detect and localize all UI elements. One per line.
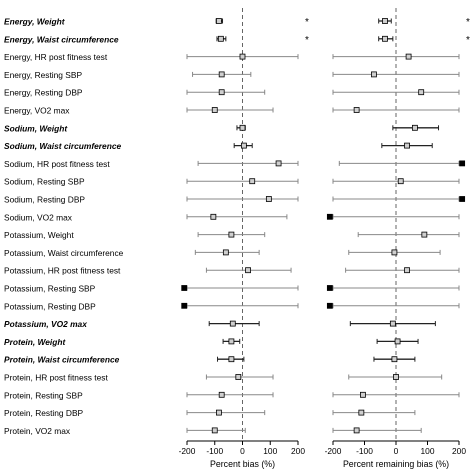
point-estimate-marker: [240, 142, 247, 149]
row-label: Protein, HR post fitness test: [4, 373, 108, 383]
row-label: Protein, Resting SBP: [4, 390, 83, 400]
point-estimate-marker: [265, 196, 272, 202]
point-estimate-marker: [228, 356, 235, 363]
point-estimate-marker: [275, 160, 282, 167]
point-estimate-marker: [459, 160, 466, 167]
point-estimate-marker: [245, 267, 251, 274]
point-estimate-marker: [239, 53, 246, 60]
point-estimate-marker: [405, 53, 412, 60]
row-label: Energy, HR post fitness test: [4, 52, 108, 62]
point-estimate-marker: [394, 338, 401, 345]
point-estimate-marker: [326, 213, 333, 220]
row-label: Energy, Weight: [4, 17, 66, 27]
point-estimate-marker: [382, 35, 388, 42]
point-estimate-marker: [411, 124, 418, 131]
row-label: Potassium, VO2 max: [4, 319, 87, 329]
significance-star: *: [305, 35, 309, 46]
point-estimate-marker: [418, 89, 425, 96]
point-estimate-marker: [326, 285, 333, 291]
row-label: Sodium, Resting DBP: [4, 195, 85, 205]
point-estimate-marker: [391, 249, 398, 256]
x-tick-label: 100: [263, 446, 277, 456]
x-tick-label: -100: [206, 446, 223, 456]
row-label: Energy, Resting DBP: [4, 88, 83, 98]
point-estimate-marker: [459, 196, 466, 202]
row-label: Protein, Waist circumference: [4, 355, 120, 365]
point-estimate-marker: [360, 391, 366, 398]
point-estimate-marker: [239, 124, 246, 131]
row-label: Sodium, Weight: [4, 123, 68, 133]
row-label: Sodium, HR post fitness test: [4, 159, 110, 169]
significance-star: *: [305, 17, 309, 28]
point-estimate-marker: [249, 178, 256, 185]
point-estimate-marker: [371, 71, 377, 78]
point-estimate-marker: [382, 18, 388, 24]
row-label: Energy, VO2 max: [4, 106, 70, 116]
point-estimate-marker: [421, 231, 428, 238]
row-label: Potassium, Weight: [4, 230, 74, 240]
row-label: Sodium, Waist circumference: [4, 141, 121, 151]
point-estimate-marker: [222, 249, 229, 256]
row-label: Potassium, Resting DBP: [4, 301, 96, 311]
point-estimate-marker: [404, 142, 410, 149]
row-label: Protein, Resting DBP: [4, 408, 84, 418]
row-labels: Energy, Weight Energy, Waist circumferenc…: [4, 17, 124, 436]
significance-star: *: [466, 35, 470, 46]
point-estimate-marker: [358, 409, 365, 416]
point-estimate-marker: [218, 391, 225, 398]
row-label: Potassium, HR post fitness test: [4, 266, 121, 276]
x-tick-label: 0: [240, 446, 245, 456]
significance-star: *: [466, 17, 470, 28]
row-label: Protein, VO2 max: [4, 426, 71, 436]
point-estimate-marker: [216, 409, 222, 416]
row-label: Energy, Resting SBP: [4, 70, 82, 80]
point-estimate-marker: [181, 285, 188, 291]
point-estimate-marker: [326, 302, 333, 309]
point-estimate-marker: [235, 374, 242, 380]
point-estimate-marker: [211, 427, 218, 434]
point-estimate-marker: [393, 374, 399, 380]
x-tick-label: 200: [291, 446, 305, 456]
point-estimate-marker: [228, 338, 235, 345]
point-estimate-marker: [181, 302, 188, 309]
point-estimate-marker: [218, 71, 225, 78]
x-tick-label: -100: [356, 446, 373, 456]
x-tick-label: -200: [325, 446, 342, 456]
point-estimate-marker: [216, 18, 222, 24]
point-estimate-marker: [211, 107, 218, 113]
row-label: Energy, Waist circumference: [4, 34, 119, 44]
point-estimate-marker: [391, 356, 398, 363]
x-tick-label: 0: [394, 446, 399, 456]
x-tick-label: -200: [179, 446, 196, 456]
point-estimate-marker: [217, 35, 224, 42]
x-tick-label: 200: [452, 446, 466, 456]
row-label: Potassium, Waist circumference: [4, 248, 124, 258]
point-estimate-marker: [353, 427, 360, 434]
percent-bias-panel: * * -200 -100 0 100 200 Percent bias (%): [179, 8, 309, 469]
x-axis-label: Percent bias (%): [210, 459, 275, 469]
point-estimate-marker: [210, 213, 217, 220]
row-label: Protein, Weight: [4, 337, 66, 347]
row-label: Sodium, VO2 max: [4, 212, 73, 222]
point-estimate-marker: [404, 267, 410, 274]
point-estimate-marker: [397, 178, 404, 185]
point-estimate-marker: [229, 320, 236, 327]
point-estimate-marker: [389, 320, 396, 327]
row-label: Potassium, Resting SBP: [4, 284, 96, 294]
x-tick-label: 100: [421, 446, 435, 456]
point-estimate-marker: [228, 231, 235, 238]
point-estimate-marker: [218, 89, 225, 96]
row-label: Sodium, Resting SBP: [4, 177, 85, 187]
x-axis-label: Percent remaining bias (%): [343, 459, 449, 469]
point-estimate-marker: [353, 107, 360, 113]
